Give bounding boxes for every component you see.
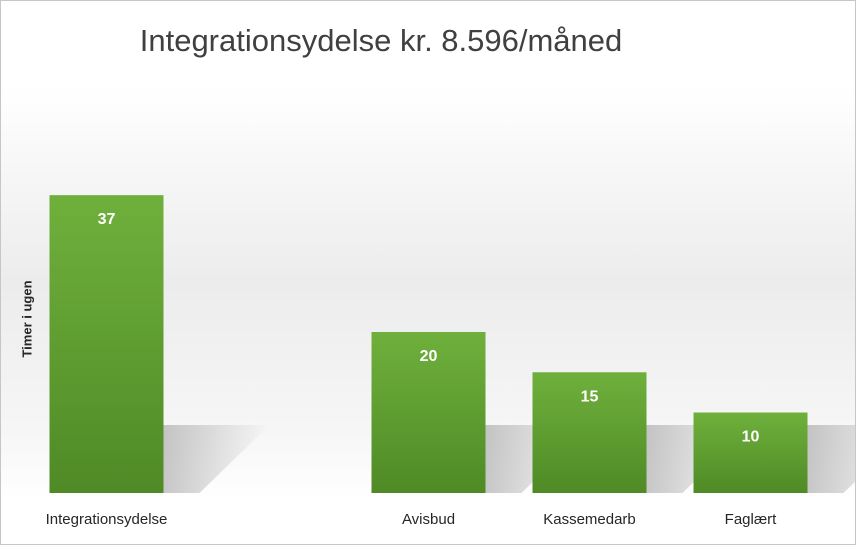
bar-shadow — [163, 425, 270, 493]
bar — [693, 412, 808, 493]
x-tick-label: Avisbud — [402, 511, 455, 528]
data-labels-group: 37 20 15 10 — [98, 211, 760, 445]
bar — [532, 372, 647, 493]
bar-shadow — [807, 425, 855, 493]
data-label: 37 — [98, 211, 116, 228]
bar — [49, 195, 164, 493]
x-tick-label: Faglært — [725, 511, 778, 528]
x-tick-label: Integrationsydelse — [46, 511, 168, 528]
x-tick-labels-group: Integrationsydelse Avisbud Kassemedarb Fagl… — [46, 511, 778, 528]
bars-group — [49, 195, 808, 493]
data-label: 15 — [581, 388, 599, 405]
chart-title: Integrationsydelse kr. 8.596/måned — [139, 23, 623, 58]
data-label: 20 — [420, 348, 438, 365]
bar — [371, 332, 486, 493]
data-label: 10 — [742, 429, 760, 446]
x-tick-label: Kassemedarb — [543, 511, 636, 528]
